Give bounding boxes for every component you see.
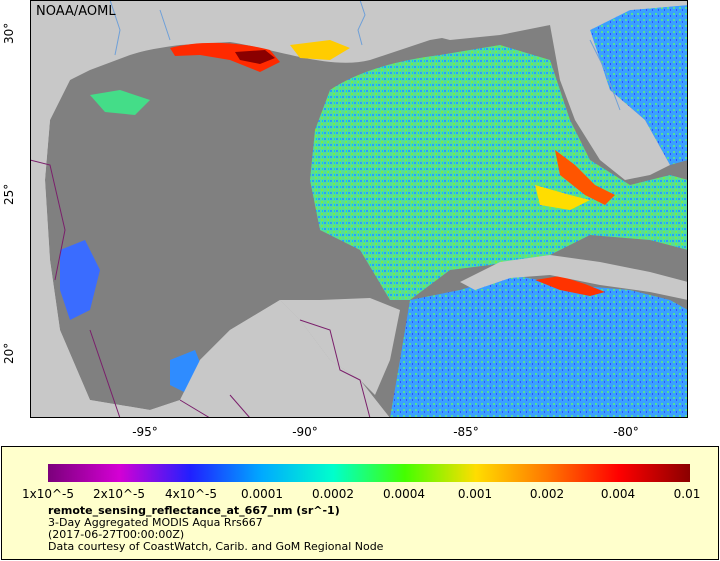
land-cuba xyxy=(460,255,688,300)
border-us-mexico xyxy=(30,159,66,281)
map-credit: NOAA/AOML xyxy=(36,4,116,19)
colorbar-tick-label: 2x10^-5 xyxy=(92,487,146,501)
colorbar-tick-label: 0.004 xyxy=(600,487,636,501)
legend-panel: 1x10^-5 2x10^-5 4x10^-5 0.0001 0.0002 0.… xyxy=(1,446,719,560)
colorbar-tick-label: 0.001 xyxy=(457,487,493,501)
river-florida xyxy=(589,39,621,111)
border-mexico-guatemala xyxy=(299,319,371,418)
colorbar-tick-label: 4x10^-5 xyxy=(164,487,218,501)
map-panel[interactable]: NOAA/AOML xyxy=(30,0,688,418)
lon-tick-label: -80° xyxy=(613,425,639,439)
river-texas xyxy=(109,0,171,56)
lat-tick-label: 20° xyxy=(2,342,16,364)
reflectance-patch-north-west xyxy=(90,90,150,115)
coastal-high-reflectance-florida xyxy=(555,150,615,205)
colorbar xyxy=(48,464,690,482)
reflectance-field-gulf xyxy=(310,45,688,300)
legend-timestamp: (2017-06-27T00:00:00Z) xyxy=(48,528,185,541)
lon-tick-label: -90° xyxy=(292,425,318,439)
legend-credit: Data courtesy of CoastWatch, Carib. and … xyxy=(48,540,384,553)
colorbar-tick-label: 0.0004 xyxy=(383,487,425,501)
coastal-high-reflectance-cuba xyxy=(535,276,605,296)
colorbar-tick-label: 0.0001 xyxy=(241,487,283,501)
land-florida xyxy=(550,20,670,180)
reflectance-field-atlantic xyxy=(590,5,688,165)
map-frame-border xyxy=(30,0,688,418)
lat-tick-label: 25° xyxy=(2,183,16,205)
legend-title: remote_sensing_reflectance_at_667_nm (sr… xyxy=(48,504,340,517)
lon-tick-label: -85° xyxy=(453,425,479,439)
river-mississippi xyxy=(357,0,366,46)
border-mexico-states xyxy=(89,329,251,418)
coastal-high-reflectance-north xyxy=(170,42,280,72)
map-canvas[interactable] xyxy=(30,0,688,418)
land-yucatan xyxy=(280,298,400,395)
coastal-mid-reflectance-north xyxy=(290,40,350,60)
colorbar-tick-label: 1x10^-5 xyxy=(21,487,75,501)
colorbar-tick-label: 0.002 xyxy=(529,487,565,501)
reflectance-patch-west xyxy=(60,240,100,320)
reflectance-field-caribbean xyxy=(390,275,688,418)
land-mexico xyxy=(30,120,390,418)
lon-tick-label: -95° xyxy=(132,425,158,439)
land-us-gulf-coast xyxy=(30,0,688,130)
lat-tick-label: 30° xyxy=(2,22,16,44)
coastal-high-reflectance-north-dark xyxy=(235,50,275,64)
coastal-mid-reflectance-florida xyxy=(535,185,590,210)
colorbar-tick-label: 0.0002 xyxy=(312,487,354,501)
colorbar-tick-label: 0.01 xyxy=(673,487,701,501)
legend-dataset-name: 3-Day Aggregated MODIS Aqua Rrs667 xyxy=(48,516,263,529)
